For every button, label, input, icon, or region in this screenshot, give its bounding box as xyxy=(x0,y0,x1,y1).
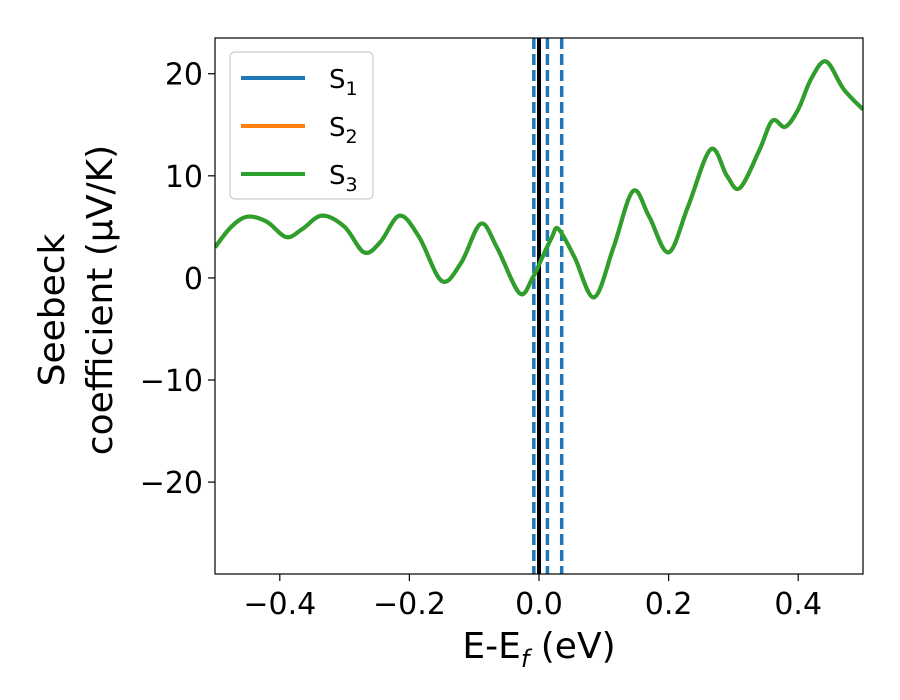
legend-label: S2 xyxy=(329,113,358,148)
legend: S1 S2 S3 xyxy=(229,51,374,200)
x-tick-label: 0.0 xyxy=(515,587,563,622)
legend-label: S1 xyxy=(329,65,358,100)
y-tick-label: 20 xyxy=(165,58,203,93)
y-axis: −20 −10 0 10 20 xyxy=(140,58,215,501)
y-axis-title-line2: coefficient (μV/K) xyxy=(80,145,121,455)
y-axis-title-line1: Seebeck xyxy=(32,233,73,386)
y-tick-label: −20 xyxy=(140,466,203,501)
y-axis-title: Seebeck coefficient (μV/K) xyxy=(32,145,121,455)
x-tick-label: −0.4 xyxy=(243,587,316,622)
series-line-s3 xyxy=(215,59,863,300)
legend-label: S3 xyxy=(329,161,358,196)
x-axis-title: E-Ef (eV) xyxy=(462,626,615,673)
y-tick-label: −10 xyxy=(140,364,203,399)
x-axis: −0.4 −0.2 0.0 0.2 0.4 xyxy=(243,574,822,622)
y-tick-label: 10 xyxy=(165,160,203,195)
series-layer xyxy=(215,59,863,300)
y-tick-label: 0 xyxy=(184,262,203,297)
x-tick-label: 0.4 xyxy=(774,587,822,622)
x-tick-label: −0.2 xyxy=(373,587,446,622)
reference-lines xyxy=(532,38,564,574)
x-tick-label: 0.2 xyxy=(645,587,693,622)
